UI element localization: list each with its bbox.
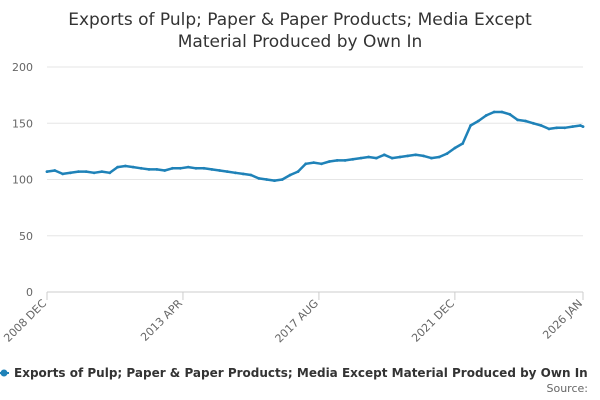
data-point[interactable] — [280, 178, 284, 181]
data-point[interactable] — [210, 168, 214, 171]
data-point[interactable] — [312, 161, 316, 165]
data-point[interactable] — [398, 155, 402, 159]
data-point[interactable] — [226, 170, 229, 174]
data-point[interactable] — [382, 153, 386, 157]
data-point[interactable] — [500, 110, 504, 114]
legend-item-label[interactable]: Exports of Pulp; Paper & Paper Products;… — [14, 366, 588, 380]
y-tick-label: 200 — [12, 61, 33, 74]
data-point[interactable] — [581, 125, 585, 128]
y-tick-label: 100 — [12, 174, 33, 187]
data-point[interactable] — [171, 166, 174, 170]
data-point[interactable] — [202, 166, 206, 170]
x-tick-label: 2008 DEC — [1, 297, 49, 345]
data-point[interactable] — [45, 170, 49, 174]
data-point[interactable] — [547, 127, 551, 131]
y-tick-label: 150 — [12, 117, 33, 130]
data-point[interactable] — [390, 156, 394, 160]
data-point[interactable] — [53, 169, 57, 172]
data-point[interactable] — [108, 171, 112, 175]
data-point[interactable] — [539, 124, 543, 127]
data-point[interactable] — [524, 119, 527, 123]
y-tick-label: 0 — [26, 286, 33, 299]
series-layer — [45, 110, 585, 183]
data-point[interactable] — [139, 166, 143, 170]
chart-title: Exports of Pulp; Paper & Paper Products;… — [68, 10, 532, 52]
data-point[interactable] — [155, 168, 159, 171]
data-point[interactable] — [304, 162, 308, 166]
data-point[interactable] — [461, 142, 465, 145]
data-point[interactable] — [508, 112, 512, 116]
data-point[interactable] — [351, 157, 355, 161]
data-point[interactable] — [194, 166, 198, 170]
data-point[interactable] — [335, 159, 339, 162]
data-point[interactable] — [406, 154, 410, 158]
x-tick-label: 2017 AUG — [273, 297, 322, 346]
data-point[interactable] — [147, 168, 151, 171]
y-gridlines — [47, 66, 583, 237]
data-point[interactable] — [437, 155, 441, 159]
data-point[interactable] — [84, 170, 88, 174]
data-point[interactable] — [296, 170, 300, 174]
source-label: Source: — [547, 382, 589, 395]
data-point[interactable] — [249, 173, 253, 177]
data-point[interactable] — [484, 114, 488, 117]
chart-title-line-2: Material Produced by Own In — [178, 32, 423, 52]
data-point[interactable] — [241, 172, 245, 176]
data-point[interactable] — [273, 179, 276, 183]
data-point[interactable] — [257, 177, 261, 180]
data-point[interactable] — [531, 121, 535, 125]
data-point[interactable] — [516, 118, 519, 122]
data-point[interactable] — [131, 165, 135, 169]
chart-title-line-1: Exports of Pulp; Paper & Paper Products;… — [68, 10, 532, 30]
data-point[interactable] — [124, 164, 127, 168]
x-tick-label: 2026 JAN — [540, 297, 585, 342]
data-point[interactable] — [320, 162, 323, 166]
data-point[interactable] — [375, 156, 378, 160]
legend[interactable]: Exports of Pulp; Paper & Paper Products;… — [0, 366, 588, 380]
data-point[interactable] — [579, 124, 582, 127]
data-point[interactable] — [563, 126, 567, 130]
x-axis-ticks: 2008 DEC 2013 APR 2017 AUG 2021 DEC 2026 JAN — [1, 292, 585, 345]
data-point[interactable] — [414, 153, 418, 157]
legend-marker-icon — [0, 369, 8, 377]
data-point[interactable] — [178, 166, 182, 170]
data-point[interactable] — [571, 125, 574, 128]
data-point[interactable] — [367, 155, 370, 159]
data-point[interactable] — [343, 159, 347, 162]
data-point[interactable] — [100, 170, 104, 174]
data-point[interactable] — [61, 172, 65, 176]
data-point[interactable] — [453, 146, 457, 150]
data-point[interactable] — [218, 169, 222, 172]
data-point[interactable] — [359, 156, 363, 160]
data-point[interactable] — [445, 152, 449, 156]
x-tick-label: 2013 APR — [138, 297, 185, 344]
data-point[interactable] — [477, 119, 480, 123]
y-tick-label: 50 — [19, 230, 33, 243]
series-line — [45, 110, 585, 182]
data-point[interactable] — [163, 169, 167, 172]
data-point[interactable] — [265, 178, 268, 181]
data-point[interactable] — [186, 165, 190, 169]
data-point[interactable] — [69, 171, 72, 175]
data-point[interactable] — [288, 173, 292, 177]
data-point[interactable] — [328, 160, 331, 163]
data-point[interactable] — [422, 154, 425, 158]
data-point[interactable] — [92, 171, 96, 175]
x-tick-label: 2021 DEC — [409, 297, 457, 345]
data-point[interactable] — [492, 110, 496, 114]
data-point[interactable] — [77, 170, 80, 174]
y-axis-tick-labels: 0 50 100 150 200 — [12, 61, 33, 299]
data-point[interactable] — [116, 165, 119, 169]
data-point[interactable] — [555, 126, 559, 130]
data-point[interactable] — [233, 171, 237, 175]
data-point[interactable] — [469, 124, 472, 127]
data-point[interactable] — [430, 156, 433, 160]
